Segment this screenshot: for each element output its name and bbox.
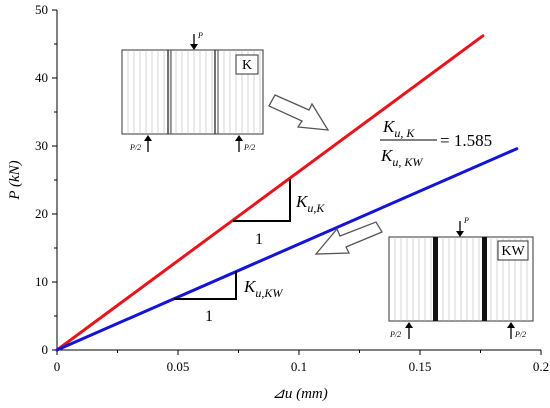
axes: 0 0.05 0.1 0.15 0.2 0 10 20 30 40 50 ⊿u (mm) P (kN) <box>7 2 549 402</box>
ratio-annotation: Ku, K Ku, KW = 1.585 <box>380 117 492 169</box>
y-tick-label: 50 <box>35 2 48 17</box>
arrow-up-icon <box>144 135 152 141</box>
arrow-down-icon <box>456 231 464 237</box>
slope-triangle-kw: 1 Ku,KW <box>174 271 283 325</box>
arrow-down-icon <box>190 44 198 50</box>
ratio-numerator: Ku, K <box>382 117 415 140</box>
arrow-up-icon <box>507 322 515 328</box>
slope-k-run-label: 1 <box>255 231 263 248</box>
specimen-k-diagram: K P P/2 P/2 <box>121 31 264 152</box>
slope-kw-label: Ku,KW <box>243 277 283 300</box>
ratio-denominator: Ku, KW <box>380 146 423 169</box>
y-tick-label: 30 <box>35 138 48 153</box>
specimen-kw-load-left: P/2 <box>389 330 401 339</box>
series-layer <box>55 34 519 352</box>
specimen-kw-diagram: KW P P/2 P/2 <box>388 216 534 339</box>
specimen-kw-load-right: P/2 <box>514 330 526 339</box>
y-tick-label: 40 <box>35 70 48 85</box>
x-tick-label: 0.2 <box>533 359 549 374</box>
slope-k-label: Ku,K <box>295 192 325 215</box>
specimen-kw-wall-right <box>482 237 487 321</box>
arrow-to-k-line <box>268 94 330 131</box>
slope-triangle-k-lines <box>233 179 291 222</box>
y-tick-label: 10 <box>35 274 48 289</box>
x-axis-label: ⊿u (mm) <box>272 386 327 402</box>
arrow-up-icon <box>405 322 413 328</box>
slope-kw-run-label: 1 <box>205 308 213 325</box>
slope-triangle-k: 1 Ku,K <box>233 179 325 248</box>
y-tick-label: 20 <box>35 206 48 221</box>
y-axis-label: P (kN) <box>7 160 23 200</box>
specimen-k-load-top: P <box>197 31 203 40</box>
x-tick-label: 0 <box>54 359 61 374</box>
series-line-k <box>55 34 485 352</box>
ratio-value: = 1.585 <box>440 131 492 150</box>
slope-triangle-kw-lines <box>174 271 237 300</box>
x-tick-label: 0.15 <box>409 359 432 374</box>
specimen-k-label-box <box>235 54 259 75</box>
series-line-kw <box>55 147 519 352</box>
specimen-kw-load-top: P <box>463 216 469 225</box>
arrow-to-kw-line <box>314 221 383 255</box>
specimen-kw-label: KW <box>501 244 525 259</box>
hollow-arrow-kw-icon <box>314 221 383 255</box>
x-tick-label: 0.1 <box>291 359 307 374</box>
specimen-kw-label-box <box>497 240 529 261</box>
specimen-kw-wall-left <box>433 237 438 321</box>
specimen-k-label: K <box>242 58 252 73</box>
hollow-arrow-k-icon <box>268 94 330 131</box>
specimen-k-load-right: P/2 <box>243 143 255 152</box>
specimen-k-load-left: P/2 <box>129 143 141 152</box>
x-tick-label: 0.05 <box>167 359 190 374</box>
arrow-up-icon <box>235 135 243 141</box>
y-tick-label: 0 <box>42 342 49 357</box>
